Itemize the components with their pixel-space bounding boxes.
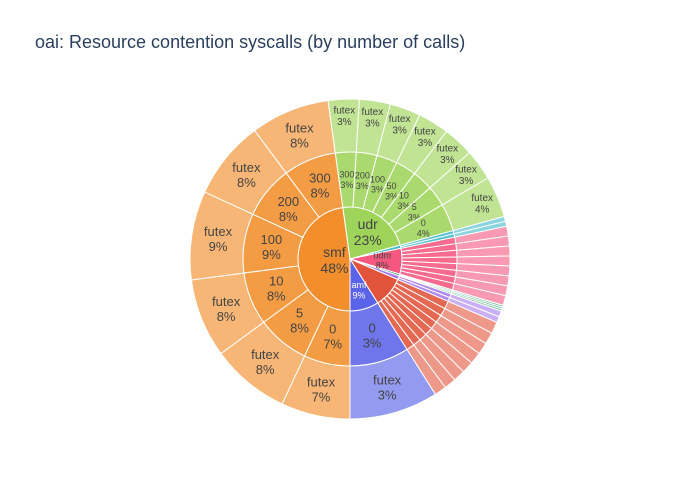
udr-100-label: 100 3%: [370, 174, 385, 194]
service-udr-label: udr 23%: [354, 216, 382, 248]
udr-100-leaf-label: futex 3%: [389, 114, 411, 137]
udr-0-leaf-label: futex 4%: [471, 193, 493, 216]
udr-300-label: 300 3%: [339, 170, 354, 190]
smf-10-leaf-label: futex 8%: [212, 294, 241, 324]
cyan-leaf-1-arc[interactable]: [453, 220, 508, 238]
smf-0-leaf-label: futex 7%: [307, 374, 336, 404]
service-udm-label: udm 8%: [373, 250, 391, 270]
smf-200-label: 200 8%: [277, 194, 299, 224]
service-smf-label: smf 48%: [320, 244, 348, 276]
udr-5-leaf-label: futex 3%: [455, 164, 477, 187]
smf-300-leaf-label: futex 8%: [285, 120, 314, 150]
smf-100-label: 100 9%: [261, 232, 283, 262]
smf-10-label: 10 8%: [267, 274, 286, 304]
smf-5-leaf-label: futex 8%: [251, 347, 280, 377]
udr-10-leaf-label: futex 3%: [437, 143, 459, 166]
teal-leaf-2-arc[interactable]: [450, 291, 503, 312]
amf-0-label: 0 3%: [363, 320, 382, 350]
smf-0-label: 0 7%: [323, 322, 342, 352]
smf-200-leaf-label: futex 8%: [232, 160, 261, 190]
udr-200-leaf-label: futex 3%: [362, 107, 384, 129]
udr-50-label: 50 3%: [385, 181, 398, 201]
amf-0-leaf-label: futex 3%: [373, 372, 402, 402]
udr-10-label: 10 3%: [397, 191, 410, 211]
service-amf-label: amf 9%: [351, 280, 367, 300]
purple-leaf-1-arc[interactable]: [447, 296, 500, 323]
udr-50-leaf-label: futex 3%: [414, 126, 436, 149]
smf-300-label: 300 8%: [309, 170, 331, 200]
chart-title: oai: Resource contention syscalls (by nu…: [35, 32, 466, 52]
red-leaf-7-arc[interactable]: [406, 344, 447, 395]
udr-5-label: 5 3%: [408, 202, 421, 222]
udr-300-leaf-label: futex 3%: [333, 105, 355, 128]
amf-0-futex-arc[interactable]: [349, 348, 437, 420]
udr-0-label: 0 4%: [417, 218, 430, 238]
smf-100-leaf-label: futex 9%: [204, 224, 233, 254]
smf-5-label: 5 8%: [290, 305, 309, 335]
udr-200-label: 200 3%: [355, 170, 370, 190]
